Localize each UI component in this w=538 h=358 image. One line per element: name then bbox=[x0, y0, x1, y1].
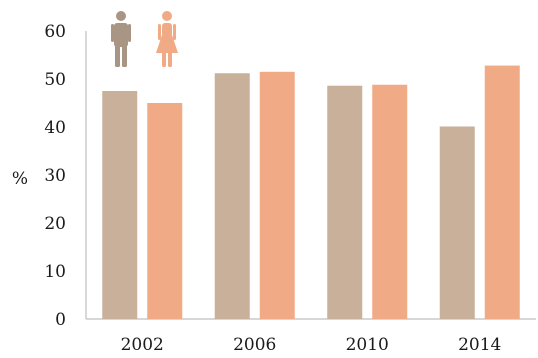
y-axis-ticks: 0 10 20 30 40 50 60 bbox=[44, 22, 66, 330]
bar-2014-female bbox=[484, 65, 520, 319]
y-tick-label: 10 bbox=[44, 262, 66, 282]
y-tick-label: 40 bbox=[44, 118, 66, 138]
bars bbox=[102, 65, 520, 320]
bar-2010-male bbox=[327, 85, 363, 319]
bar-2002-male bbox=[102, 91, 138, 319]
y-axis-label: % bbox=[12, 169, 28, 189]
legend bbox=[111, 11, 178, 67]
x-tick-label: 2010 bbox=[346, 335, 389, 355]
y-tick-label: 50 bbox=[44, 70, 66, 90]
y-tick-label: 30 bbox=[44, 166, 66, 186]
y-tick-label: 0 bbox=[55, 310, 66, 330]
x-axis-ticks: 2002 2006 2010 2014 bbox=[121, 335, 502, 355]
bar-2002-female bbox=[147, 103, 183, 319]
bar-2014-male bbox=[439, 126, 475, 320]
female-icon bbox=[156, 11, 178, 67]
male-icon bbox=[111, 11, 131, 67]
y-tick-label: 60 bbox=[44, 22, 66, 42]
bar-2006-male bbox=[214, 73, 250, 320]
x-tick-label: 2002 bbox=[121, 335, 164, 355]
x-tick-label: 2006 bbox=[233, 335, 276, 355]
bar-2006-female bbox=[259, 71, 295, 319]
bar-2010-female bbox=[372, 84, 408, 319]
x-tick-label: 2014 bbox=[458, 335, 501, 355]
y-tick-label: 20 bbox=[44, 214, 66, 234]
